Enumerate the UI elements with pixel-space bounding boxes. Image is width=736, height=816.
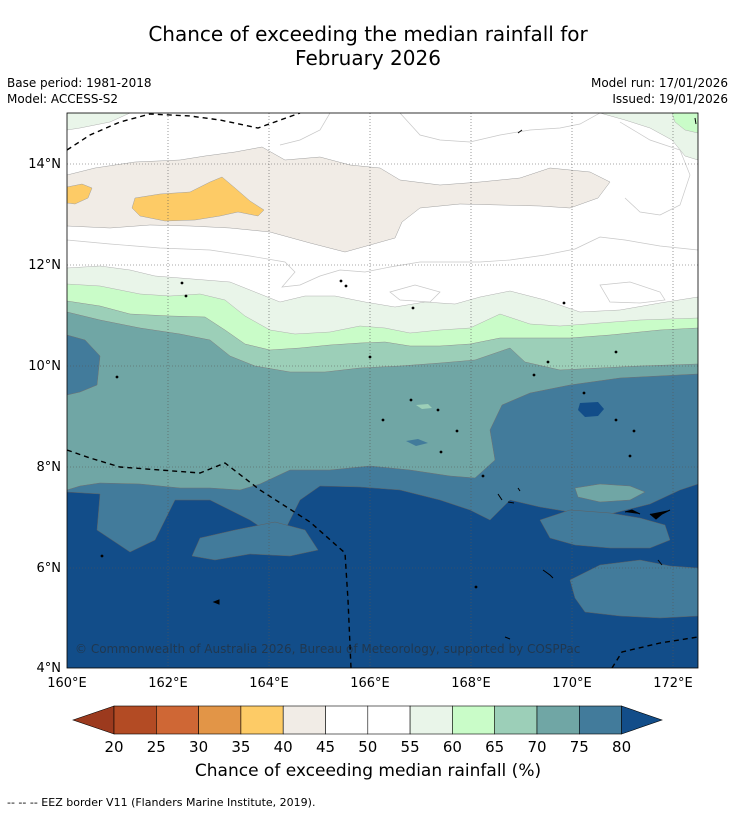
forecast-map: © Commonwealth of Australia 2026, Bureau… (28, 112, 699, 756)
colorbar: 20 25 30 35 40 45 50 55 60 65 70 75 80 (72, 705, 663, 756)
lon-label-168e: 168°E (451, 676, 491, 691)
base-period: Base period: 1981-2018 (7, 76, 152, 90)
issued-date: Issued: 19/01/2026 (612, 92, 728, 106)
colorbar-bin-35-40 (240, 705, 284, 735)
colorbar-ticks: 20 25 30 35 40 45 50 55 60 65 70 75 80 (104, 738, 631, 756)
colorbar-bin-40-45 (282, 705, 326, 735)
colorbar-tick-50: 50 (358, 738, 377, 756)
lat-label-14n: 14°N (28, 157, 61, 172)
contour-line-50 (67, 236, 698, 288)
colorbar-tick-65: 65 (485, 738, 504, 756)
lon-label-160e: 160°E (47, 676, 87, 691)
meta-right: Model run: 17/01/2026 Issued: 19/01/2026 (591, 75, 728, 107)
colorbar-tick-25: 25 (147, 738, 166, 756)
colorbar-tick-20: 20 (104, 738, 123, 756)
contour-over-80 (67, 483, 698, 668)
contour-40-45 (67, 146, 611, 253)
contour-line-50-b (599, 281, 666, 304)
lon-label-162e: 162°E (148, 676, 188, 691)
colorbar-bin-50-55 (367, 705, 411, 735)
lat-label-6n: 6°N (37, 561, 62, 576)
colorbar-tick-45: 45 (316, 738, 335, 756)
eez-footnote: -- -- -- EEZ border V11 (Flanders Marine… (7, 796, 316, 809)
contour-over-80-patch (578, 402, 604, 417)
contour-60-65-top (671, 113, 698, 134)
lon-label-172e: 172°E (653, 676, 693, 691)
gridlines (67, 113, 698, 668)
colorbar-bin-60-65 (452, 705, 495, 735)
colorbar-tick-30: 30 (189, 738, 208, 756)
colorbar-over-arrow (621, 705, 663, 735)
contour-line-50-d (399, 113, 601, 143)
colorbar-bin-45-50 (325, 705, 369, 735)
chart-title: Chance of exceeding the median rainfall … (0, 22, 736, 70)
colorbar-bin-55-60 (409, 705, 453, 735)
contour-75-80-speck (406, 439, 428, 446)
islands (100, 117, 697, 640)
copyright-text: © Commonwealth of Australia 2026, Bureau… (75, 642, 580, 656)
lat-label-4n: 4°N (37, 661, 62, 676)
colorbar-bin-65-70 (494, 705, 538, 735)
contour-35-40-mid (131, 176, 265, 222)
eez-borders (67, 113, 698, 668)
lon-label-166e: 166°E (350, 676, 390, 691)
model-run: Model run: 17/01/2026 (590, 76, 728, 90)
colorbar-tick-35: 35 (231, 738, 250, 756)
contour-55-60-top (599, 113, 698, 161)
colorbar-tick-40: 40 (274, 738, 293, 756)
contour-75-80-pocket-1 (191, 521, 319, 561)
lon-axis: 160°E 162°E 164°E 166°E 168°E 170°E 172°… (47, 676, 693, 691)
map-frame (66, 112, 699, 669)
contour-line-50-c (389, 284, 441, 303)
contour-75-80-pocket-2 (569, 559, 698, 619)
colorbar-tick-75: 75 (570, 738, 589, 756)
contour-line-50-f (279, 113, 331, 146)
model-name: Model: ACCESS-S2 (7, 92, 119, 106)
contour-70-75-patch (574, 483, 646, 503)
lat-label-10n: 10°N (28, 359, 61, 374)
contour-65-70-patch (416, 404, 432, 409)
colorbar-bin-70-75 (536, 705, 580, 735)
contour-75-80-pocket-3 (539, 509, 671, 549)
meta-left: Base period: 1981-2018 Model: ACCESS-S2 (7, 75, 152, 107)
colorbar-tick-70: 70 (527, 738, 546, 756)
lon-label-164e: 164°E (249, 676, 289, 691)
colorbar-bin-20-25 (113, 705, 157, 735)
colorbar-bin-75-80 (578, 705, 622, 735)
title-line-1: Chance of exceeding the median rainfall … (148, 22, 588, 46)
colorbar-label: Chance of exceeding median rainfall (%) (194, 761, 542, 781)
contour-layer: © Commonwealth of Australia 2026, Bureau… (67, 113, 698, 668)
colorbar-bin-30-35 (198, 705, 242, 735)
colorbar-under-arrow (72, 705, 115, 735)
contour-55-60-topleft (67, 113, 131, 131)
lon-label-170e: 170°E (552, 676, 592, 691)
contour-35-40-left (67, 183, 93, 205)
lat-label-8n: 8°N (37, 460, 62, 475)
lat-label-12n: 12°N (28, 258, 61, 273)
colorbar-tick-80: 80 (612, 738, 631, 756)
lat-axis: 14°N 12°N 10°N 8°N 6°N 4°N (28, 157, 61, 676)
colorbar-tick-60: 60 (443, 738, 462, 756)
contour-line-50-e (619, 121, 691, 216)
title-line-2: February 2026 (295, 46, 441, 70)
colorbar-bin-25-30 (156, 705, 199, 735)
colorbar-tick-55: 55 (401, 738, 420, 756)
